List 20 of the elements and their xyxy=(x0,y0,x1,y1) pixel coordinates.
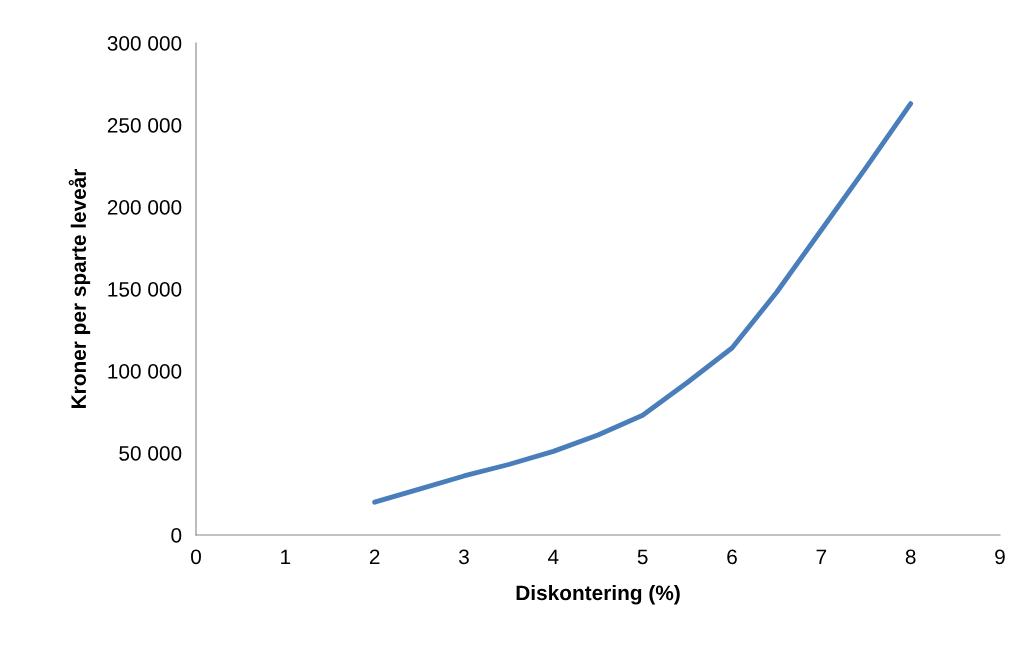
y-tick-label: 200 000 xyxy=(107,200,182,215)
y-axis-title: Kroner per sparte leveår xyxy=(68,168,91,409)
x-tick-label: 1 xyxy=(281,549,291,564)
x-tick-label: 6 xyxy=(727,549,737,565)
y-tick-label: 250 000 xyxy=(107,118,182,133)
x-tick-label: 5 xyxy=(637,549,648,565)
y-tick-label: 0 xyxy=(171,528,182,543)
y-tick-label: 300 000 xyxy=(107,36,182,51)
x-axis-title: Diskontering (%) xyxy=(516,584,680,605)
x-tick-label: 9 xyxy=(995,549,1005,565)
x-tick-label: 3 xyxy=(459,549,469,565)
x-tick-label: 2 xyxy=(369,549,380,564)
y-tick-label: 50 000 xyxy=(119,446,182,461)
y-tick-label: 150 000 xyxy=(108,282,182,297)
x-tick-label: 8 xyxy=(905,549,916,565)
x-tick-label: 4 xyxy=(548,549,559,564)
y-tick-label: 100 000 xyxy=(108,364,182,379)
line-series xyxy=(372,101,914,505)
x-tick-label: 0 xyxy=(191,549,201,565)
x-tick-label: 7 xyxy=(816,549,827,564)
